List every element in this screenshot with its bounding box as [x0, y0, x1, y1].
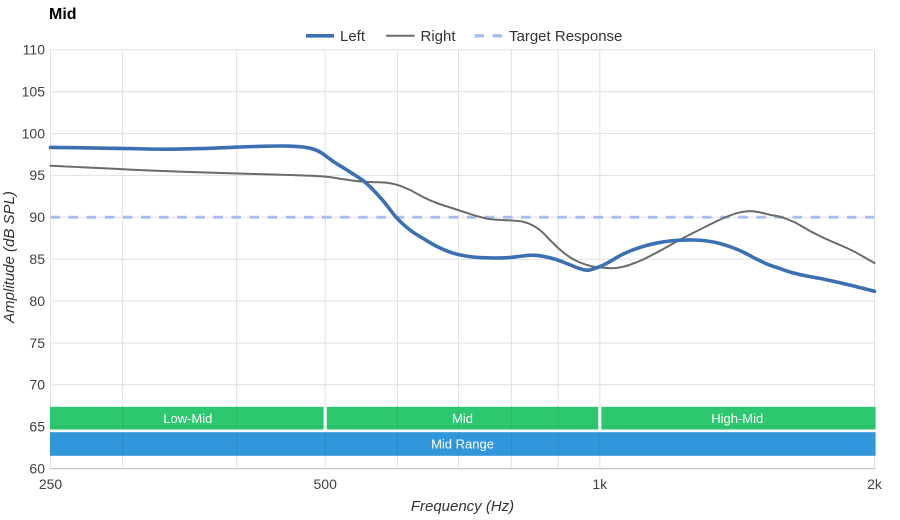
svg-text:85: 85 [29, 251, 45, 267]
svg-text:Target Response: Target Response [509, 28, 622, 45]
svg-text:Frequency (Hz): Frequency (Hz) [411, 498, 514, 515]
svg-text:Right: Right [421, 28, 457, 45]
svg-text:60: 60 [29, 460, 45, 476]
svg-text:100: 100 [22, 125, 46, 141]
svg-text:High-Mid: High-Mid [711, 411, 763, 426]
svg-text:110: 110 [23, 42, 46, 58]
svg-text:250: 250 [39, 476, 63, 492]
svg-text:1k: 1k [592, 476, 608, 492]
svg-text:Left: Left [340, 28, 366, 45]
svg-text:65: 65 [29, 419, 45, 435]
svg-text:Low-Mid: Low-Mid [163, 411, 212, 426]
svg-text:105: 105 [22, 84, 46, 100]
svg-text:80: 80 [29, 293, 45, 309]
svg-text:95: 95 [29, 167, 45, 183]
svg-text:70: 70 [29, 377, 45, 393]
svg-text:500: 500 [314, 476, 338, 492]
svg-text:Mid: Mid [452, 411, 473, 426]
svg-text:2k: 2k [867, 476, 883, 492]
svg-text:75: 75 [29, 335, 45, 351]
svg-text:90: 90 [29, 209, 45, 225]
svg-text:Mid: Mid [49, 6, 77, 23]
svg-text:Amplitude (dB SPL): Amplitude (dB SPL) [1, 191, 18, 324]
svg-text:Mid Range: Mid Range [431, 437, 494, 452]
